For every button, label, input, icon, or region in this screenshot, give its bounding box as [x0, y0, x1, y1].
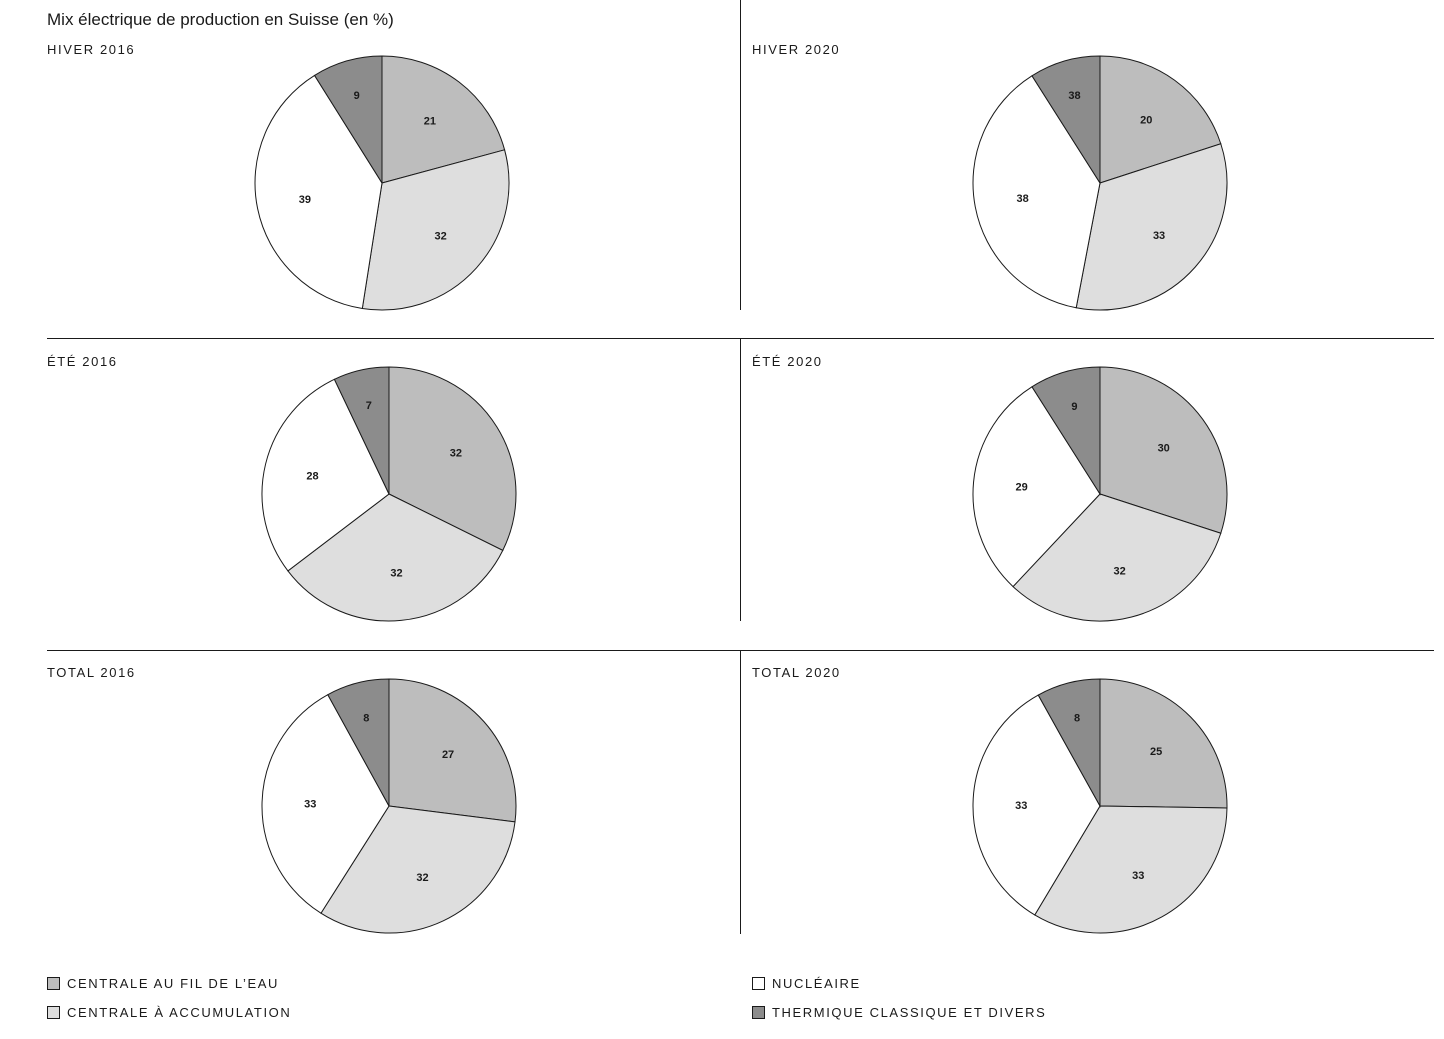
pie-slice-accumulation [287, 493, 504, 622]
panel-title-total-2020: TOTAL 2020 [752, 665, 841, 680]
pie-slice-label-accumulation: 32 [434, 231, 446, 243]
pie-slice-label-nucleaire: 38 [1017, 193, 1029, 205]
pie-slice-label-fil-de-l-eau: 32 [450, 447, 462, 459]
pie-slice-nucleaire [261, 694, 390, 914]
pie-slice-label-nucleaire: 39 [299, 194, 311, 206]
pie-slice-accumulation [320, 805, 516, 934]
legend-item-thermique: THERMIQUE CLASSIQUE ET DIVERS [752, 1005, 1046, 1020]
pie-slice-thermique [313, 55, 383, 185]
pie-chart-hiver-2016: 21 32 39 9 [254, 55, 510, 311]
pie-slice-label-accumulation: 33 [1153, 230, 1165, 242]
pie-chart-total-2016: 27 32 33 8 [261, 678, 517, 934]
pie-slice-label-nucleaire: 33 [1015, 800, 1027, 812]
pie-slice-label-fil-de-l-eau: 25 [1150, 746, 1162, 758]
divider-vertical-row2 [740, 338, 741, 621]
pie-slice-fil-de-l-eau [1099, 366, 1228, 534]
pie-slice-accumulation [1034, 805, 1228, 934]
pie-slice-label-accumulation: 32 [1113, 565, 1125, 577]
legend-label-accumulation: CENTRALE À ACCUMULATION [67, 1005, 292, 1020]
pie-slice-thermique [333, 366, 390, 495]
pie-slice-fil-de-l-eau [381, 55, 506, 184]
legend-swatch-accumulation [47, 1006, 60, 1019]
pie-slice-accumulation [1075, 143, 1228, 311]
legend-swatch-fil-de-l-eau [47, 977, 60, 990]
legend-item-nucleaire: NUCLÉAIRE [752, 976, 861, 991]
panel-title-hiver-2016: HIVER 2016 [47, 42, 136, 57]
legend-label-thermique: THERMIQUE CLASSIQUE ET DIVERS [772, 1005, 1047, 1020]
pie-slice-nucleaire [261, 378, 390, 572]
pie-chart-ete-2020: 30 32 29 9 [972, 366, 1228, 622]
pie-slice-nucleaire [972, 694, 1101, 916]
pie-slice-fil-de-l-eau [388, 678, 517, 823]
divider-vertical-row1 [740, 0, 741, 310]
pie-slice-label-fil-de-l-eau: 30 [1158, 443, 1170, 455]
pie-slice-thermique [1037, 678, 1101, 808]
legend-item-accumulation: CENTRALE À ACCUMULATION [47, 1005, 291, 1020]
chart-title: Mix électrique de production en Suisse (… [47, 10, 394, 29]
pie-slice-label-thermique: 8 [363, 712, 369, 724]
pie-chart-ete-2016: 32 32 28 7 [261, 366, 517, 622]
pie-slice-thermique [1031, 55, 1101, 185]
pie-slice-label-nucleaire: 29 [1015, 482, 1027, 494]
pie-slice-nucleaire [972, 386, 1101, 588]
panel-title-ete-2016: ÉTÉ 2016 [47, 354, 118, 369]
pie-slice-label-thermique: 9 [354, 90, 360, 102]
pie-slice-fil-de-l-eau [1099, 55, 1222, 184]
legend-swatch-nucleaire [752, 977, 765, 990]
panel-title-total-2016: TOTAL 2016 [47, 665, 136, 680]
pie-slice-fil-de-l-eau [1099, 678, 1228, 809]
pie-slice-thermique [1031, 366, 1101, 496]
pie-slice-nucleaire [254, 74, 383, 310]
legend-swatch-thermique [752, 1006, 765, 1019]
legend-label-nucleaire: NUCLÉAIRE [772, 976, 861, 991]
pie-slice-accumulation [361, 149, 510, 311]
pie-slice-label-thermique: 38 [1068, 90, 1080, 102]
panel-title-hiver-2020: HIVER 2020 [752, 42, 841, 57]
divider-vertical-row3 [740, 650, 741, 934]
pie-chart-hiver-2020: 20 33 38 38 [972, 55, 1228, 311]
legend-label-fil-de-l-eau: CENTRALE AU FIL DE L’EAU [67, 976, 280, 991]
legend-item-fil-de-l-eau: CENTRALE AU FIL DE L’EAU [47, 976, 279, 991]
pie-slice-label-fil-de-l-eau: 21 [424, 115, 436, 127]
pie-slice-thermique [327, 678, 390, 807]
pie-slice-label-accumulation: 32 [390, 567, 402, 579]
pie-slice-label-accumulation: 32 [416, 872, 428, 884]
pie-slice-label-accumulation: 33 [1132, 870, 1144, 882]
panel-title-ete-2020: ÉTÉ 2020 [752, 354, 823, 369]
pie-slice-fil-de-l-eau [388, 366, 517, 552]
pie-slice-label-thermique: 8 [1074, 712, 1080, 724]
pie-slice-label-nucleaire: 33 [304, 799, 316, 811]
pie-slice-label-nucleaire: 28 [306, 470, 318, 482]
pie-slice-accumulation [1012, 493, 1222, 622]
pie-chart-total-2020: 25 33 33 8 [972, 678, 1228, 934]
pie-slice-label-fil-de-l-eau: 20 [1140, 114, 1152, 126]
pie-slice-label-fil-de-l-eau: 27 [442, 749, 454, 761]
pie-slice-label-thermique: 9 [1071, 401, 1077, 413]
pie-slice-label-thermique: 7 [366, 400, 372, 412]
